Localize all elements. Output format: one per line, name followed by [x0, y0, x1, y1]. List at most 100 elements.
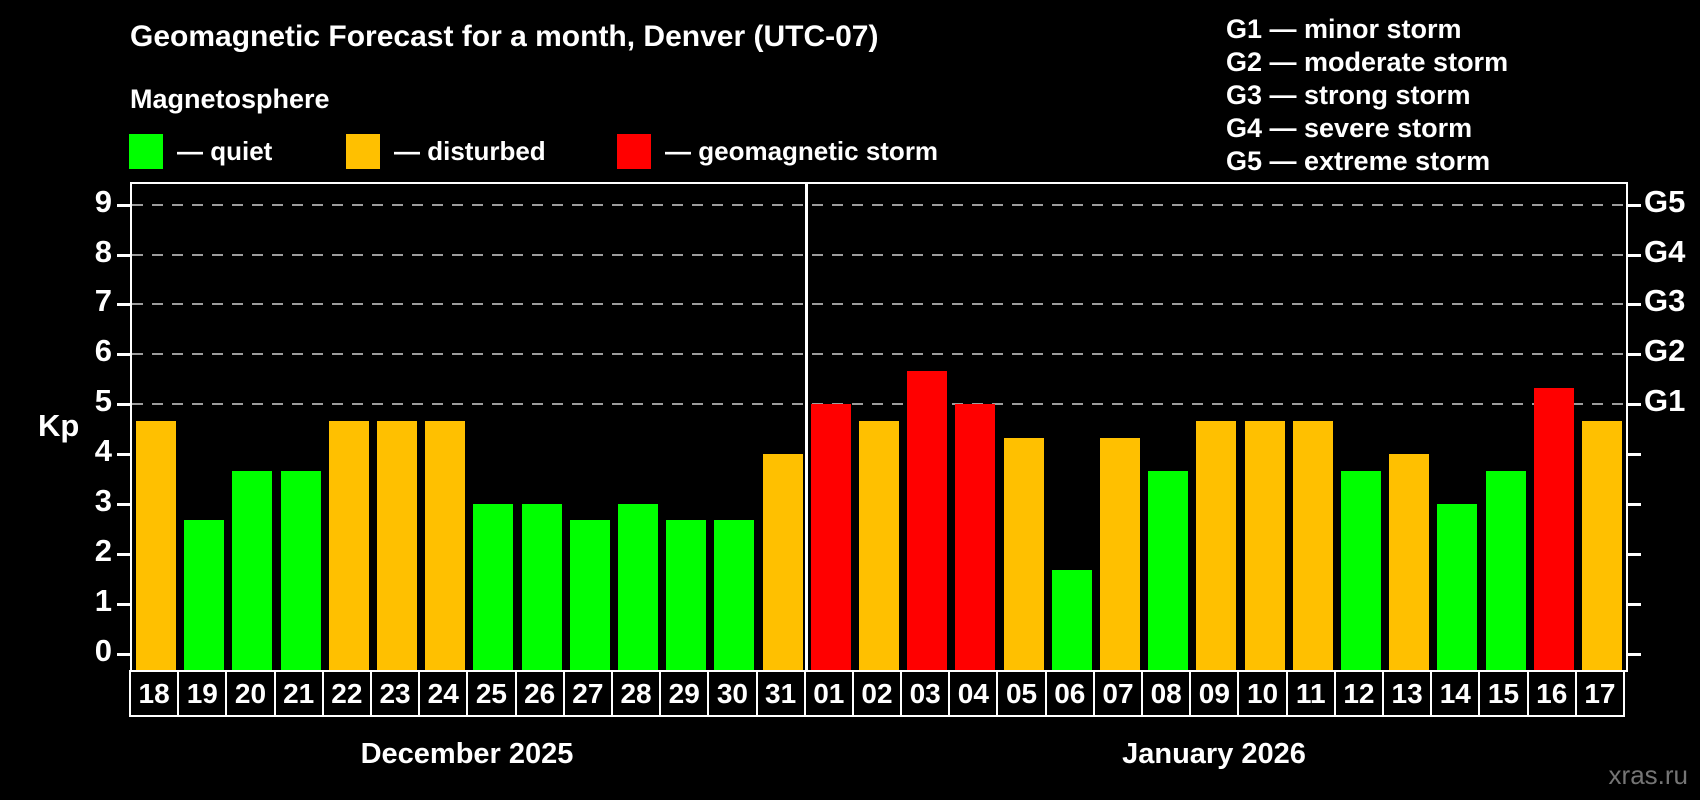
gridline-kp7 [132, 303, 1626, 306]
kp-bar-dec-29 [666, 520, 707, 670]
day-label-09: 09 [1189, 670, 1240, 717]
day-label-05: 05 [996, 670, 1047, 717]
kp-bar-jan-09 [1196, 420, 1237, 670]
y-axis-tick-right-1 [1628, 602, 1641, 606]
storm-color-swatch [617, 134, 651, 169]
day-label-30: 30 [707, 670, 758, 717]
y-axis-tick-label-4: 4 [94, 433, 112, 469]
day-label-21: 21 [273, 670, 324, 717]
y-axis-tick-label-5: 5 [94, 383, 112, 419]
quiet-color-swatch [129, 134, 163, 169]
watermark: xras.ru [1608, 760, 1688, 790]
day-label-26: 26 [514, 670, 565, 717]
legend-item-storm: — geomagnetic storm [617, 134, 938, 169]
storm-scale-legend: G1 — minor storm G2 — moderate storm G3 … [1226, 13, 1508, 178]
day-label-02: 02 [851, 670, 903, 717]
plot-area [117, 182, 1641, 672]
gridline-kp6 [132, 353, 1626, 356]
y-axis-tick-right-6 [1628, 353, 1641, 357]
day-label-04: 04 [948, 670, 999, 717]
day-label-17: 17 [1574, 670, 1625, 717]
kp-bar-jan-10 [1244, 420, 1285, 670]
kp-bar-jan-01 [810, 404, 851, 670]
kp-bar-dec-31 [762, 454, 803, 670]
legend-label-storm: — geomagnetic storm [665, 136, 939, 166]
legend-label-disturbed: — disturbed [394, 136, 546, 166]
y-axis-tick-right-0 [1628, 652, 1641, 656]
kp-bar-jan-13 [1389, 454, 1430, 670]
y-axis-tick-left-1 [117, 602, 130, 606]
y-axis-tick-left-5 [117, 403, 130, 407]
day-label-19: 19 [177, 670, 228, 717]
y-axis-tick-left-4 [117, 453, 130, 457]
gridline-kp9 [132, 203, 1626, 206]
y-axis-tick-right-3 [1628, 503, 1641, 506]
y-axis-tick-right-8 [1628, 253, 1641, 257]
day-label-22: 22 [321, 670, 372, 717]
y-axis-tick-label-6: 6 [94, 333, 112, 369]
y-axis-tick-label-3: 3 [94, 483, 112, 518]
y-axis-tick-label-8: 8 [94, 233, 112, 269]
kp-bar-jan-07 [1099, 437, 1140, 670]
right-axis-label-g5: G5 [1644, 183, 1686, 219]
day-label-27: 27 [562, 670, 613, 717]
day-label-23: 23 [369, 670, 421, 717]
kp-bar-jan-16 [1533, 387, 1574, 670]
disturbed-color-swatch [346, 134, 380, 169]
day-label-07: 07 [1092, 670, 1144, 717]
kp-bar-jan-02 [859, 420, 899, 670]
storm-scale-line-g3: G3 — strong storm [1226, 80, 1471, 110]
y-axis-tick-right-7 [1628, 303, 1641, 307]
legend-item-disturbed: — disturbed [346, 134, 546, 169]
storm-scale-line-g2: G2 — moderate storm [1226, 47, 1509, 77]
right-axis-label-g4: G4 [1644, 233, 1686, 269]
y-axis-tick-left-2 [117, 552, 130, 556]
day-label-31: 31 [755, 670, 806, 717]
kp-bar-dec-25 [473, 504, 514, 670]
gridline-kp5 [132, 403, 1626, 406]
kp-bar-dec-24 [425, 420, 466, 670]
y-axis-tick-left-6 [117, 353, 130, 357]
kp-bar-jan-04 [955, 404, 996, 670]
kp-bar-dec-20 [232, 470, 273, 670]
day-label-03: 03 [900, 670, 951, 717]
storm-scale-line-g5: G5 — extreme storm [1226, 146, 1491, 176]
right-axis-label-g1: G1 [1644, 383, 1686, 419]
y-axis-tick-label-2: 2 [94, 532, 112, 568]
kp-bar-jan-06 [1051, 570, 1092, 670]
legend-label-quiet: — quiet [177, 136, 273, 166]
y-axis-title: Kp [38, 408, 80, 443]
day-label-24: 24 [418, 670, 469, 717]
gridline-kp8 [132, 253, 1626, 256]
kp-bar-dec-18 [136, 420, 177, 670]
page-title: Geomagnetic Forecast for a month, Denver… [130, 20, 879, 53]
day-label-08: 08 [1141, 670, 1192, 717]
day-label-13: 13 [1382, 670, 1433, 717]
kp-bar-jan-11 [1292, 420, 1333, 670]
kp-bar-jan-08 [1148, 470, 1189, 670]
day-label-15: 15 [1478, 670, 1529, 717]
y-axis-tick-label-7: 7 [94, 283, 112, 319]
kp-bar-dec-26 [521, 504, 562, 670]
kp-bar-jan-05 [1003, 437, 1044, 670]
day-label-18: 18 [129, 670, 180, 717]
day-label-16: 16 [1526, 670, 1577, 717]
kp-bar-dec-28 [618, 504, 659, 670]
kp-bar-jan-14 [1437, 504, 1478, 670]
day-label-28: 28 [610, 670, 662, 717]
day-label-14: 14 [1430, 670, 1481, 717]
y-axis-tick-right-5 [1628, 403, 1641, 407]
kp-bar-jan-15 [1485, 470, 1526, 670]
y-axis-tick-left-0 [117, 652, 130, 656]
kp-bar-jan-12 [1340, 470, 1381, 670]
day-label-11: 11 [1285, 670, 1336, 717]
kp-bar-dec-23 [377, 420, 418, 670]
y-axis-tick-right-2 [1628, 552, 1641, 556]
day-label-12: 12 [1333, 670, 1385, 717]
y-axis-tick-label-0: 0 [94, 632, 112, 668]
kp-bar-dec-21 [280, 470, 321, 670]
day-label-25: 25 [466, 670, 517, 717]
kp-bar-dec-27 [569, 520, 610, 670]
y-axis-tick-left-8 [117, 253, 130, 257]
